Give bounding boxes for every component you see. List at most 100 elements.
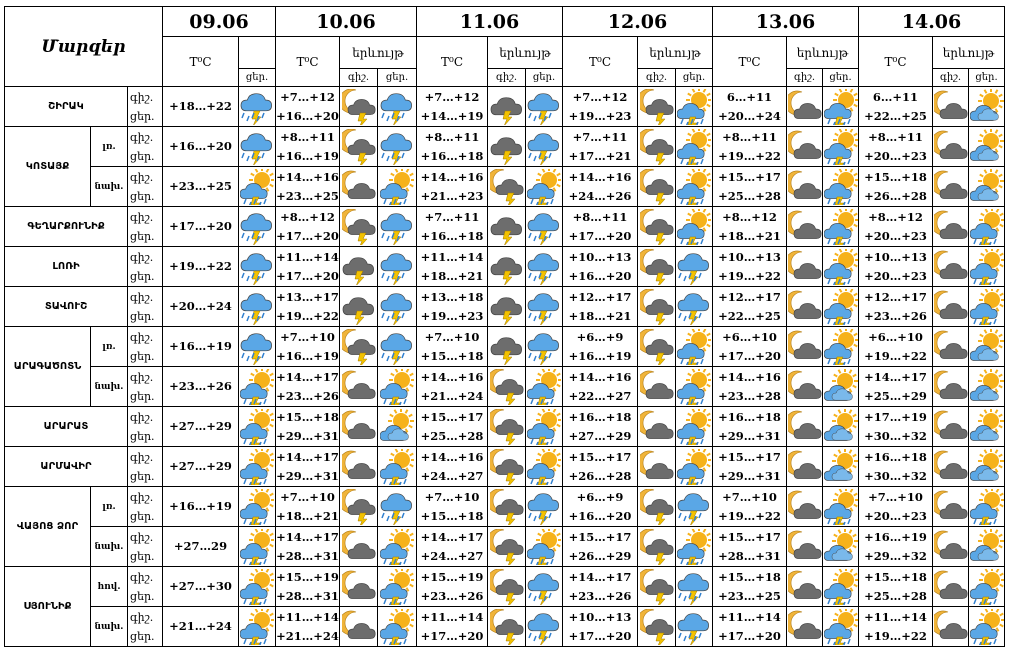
night-temp: +14…+17: [864, 369, 927, 384]
zone-label: հով.: [90, 566, 128, 607]
night-temp: +8…+11: [280, 129, 335, 144]
day-temp: +29…+32: [864, 548, 927, 563]
day-temp: +16…+20: [276, 108, 339, 123]
night-label: գիշ.: [339, 68, 378, 87]
day-temp: +27…+29: [568, 428, 632, 443]
day-weather-icon: [968, 446, 1005, 487]
temp-range: +11…+14 +17…+20: [275, 246, 340, 287]
zone-label: նախ.: [90, 606, 128, 647]
day-temp: +16…+19: [162, 486, 239, 527]
phenomenon-header-empty: [238, 36, 276, 69]
period-labels: գիշ. ցեր.: [127, 126, 163, 167]
day-temp: +27…+30: [162, 566, 239, 607]
table-row: ՇԻՐԱԿ գիշ. ցեր. +18…+22 +7…+12 +16…+20 +7…+12 +…: [4, 86, 1005, 127]
night-weather-icon: [637, 366, 676, 407]
day-temp: +20…+24: [162, 286, 239, 327]
night-weather-icon: [487, 566, 526, 607]
day-temp: +28…+31: [718, 548, 781, 563]
day-weather-icon: [525, 286, 563, 327]
day-temp: +16…+20: [568, 268, 632, 283]
night-weather-icon: [932, 326, 969, 367]
day-temp: +22…+25: [718, 308, 781, 323]
period-labels: գիշ. ցեր.: [127, 446, 163, 487]
temp-range: +11…+14 +17…+20: [712, 606, 787, 647]
night-weather-icon: [637, 446, 676, 487]
night-label: գիշ.: [130, 250, 154, 264]
night-temp: +6…+10: [722, 329, 777, 344]
day-temp: +16…+18: [420, 228, 484, 243]
zone-label: նախ.: [90, 166, 128, 207]
night-weather-icon: [339, 206, 378, 247]
region-name: ԱՐԱԳԱԾՈՏՆ: [4, 326, 91, 407]
day-temp: +23…+25: [162, 166, 239, 207]
day-temp: +16…+20: [162, 126, 239, 167]
day-weather-icon: [377, 326, 417, 367]
night-weather-icon: [637, 526, 676, 567]
region-name: ԳԵՂԱՐՔՈՒՆԻՔ: [4, 206, 128, 247]
night-temp: +10…+13: [568, 609, 632, 624]
temp-range: +15…+17 +25…+28: [712, 166, 787, 207]
region-name: ՎԱՅՈՑ ՁՈՐ: [4, 486, 91, 567]
night-label: գիշ.: [130, 610, 154, 624]
day-temp: +21…+24: [420, 388, 484, 403]
day-temp: +24…+27: [420, 468, 484, 483]
temp-range: +13…+18 +19…+23: [416, 286, 488, 327]
date-header: 11.06: [416, 6, 563, 37]
day-weather-icon: [675, 366, 713, 407]
night-temp: +16…+18: [718, 409, 781, 424]
night-weather-icon: [487, 326, 526, 367]
night-temp: +13…+17: [276, 289, 339, 304]
night-temp: +7…+10: [424, 329, 480, 344]
temp-range: +15…+18 +26…+28: [858, 166, 933, 207]
temp-range: +13…+17 +19…+22: [275, 286, 340, 327]
night-temp: +16…+18: [568, 409, 632, 424]
table-row: ԼՈՌԻ գիշ. ցեր. +19…+22 +11…+14 +17…+20 +11…+14…: [4, 246, 1005, 287]
night-temp: +7…+12: [424, 89, 480, 104]
night-temp: +16…+18: [864, 449, 927, 464]
day-weather-icon: [822, 246, 859, 287]
temp-range: 6…+11 +22…+25: [858, 86, 933, 127]
day-weather-icon: [675, 166, 713, 207]
day-label: ցեր.: [130, 309, 155, 323]
night-temp: +15…+17: [568, 449, 632, 464]
night-weather-icon: [339, 366, 378, 407]
day-temp: +19…+22: [718, 508, 781, 523]
temp-range: +6…+9 +16…+20: [562, 486, 638, 527]
day-weather-icon: [377, 86, 417, 127]
day-temp: +22…+25: [864, 108, 927, 123]
temp-range: +17…+19 +30…+32: [858, 406, 933, 447]
night-temp: +8…+11: [424, 129, 480, 144]
temp-range: +10…+13 +20…+23: [858, 246, 933, 287]
day-label: ցեր.: [130, 109, 155, 123]
day-weather-icon: [377, 406, 417, 447]
temp-range: +16…+18 +30…+32: [858, 446, 933, 487]
temp-range: +8…+11 +16…+18: [416, 126, 488, 167]
night-temp: +6…+9: [576, 329, 624, 344]
temp-range: +11…+14 +21…+24: [275, 606, 340, 647]
day-weather-icon: [525, 486, 563, 527]
table-row: ԳԵՂԱՐՔՈՒՆԻՔ գիշ. ցեր. +17…+20 +8…+12 +17…+20 +…: [4, 206, 1005, 247]
night-temp: +14…+16: [420, 369, 484, 384]
day-temp: +18…+21: [276, 508, 339, 523]
day-label: ցեր.: [675, 68, 713, 87]
temp-range: +16…+19 +29…+32: [858, 526, 933, 567]
night-weather-icon: [487, 606, 526, 647]
night-temp: +8…+11: [868, 129, 923, 144]
temp-range: +12…+17 +18…+21: [562, 286, 638, 327]
day-temp: +16…+20: [568, 508, 632, 523]
day-label: ցեր.: [130, 469, 155, 483]
night-temp: +14…+17: [276, 529, 339, 544]
period-labels: գիշ. ցեր.: [127, 286, 163, 327]
night-label: գիշ.: [130, 90, 154, 104]
night-temp: +10…+13: [718, 249, 781, 264]
day-temp: +23…+28: [718, 388, 781, 403]
temp-range: +14…+17 +24…+27: [416, 526, 488, 567]
temp-range: +14…+16 +23…+25: [275, 166, 340, 207]
temp-range: +6…+10 +19…+22: [858, 326, 933, 367]
day-temp: +28…+31: [276, 588, 339, 603]
night-weather-icon: [339, 446, 378, 487]
temp-header: T⁰C: [162, 36, 239, 87]
night-weather-icon: [487, 486, 526, 527]
weather-icon: [238, 206, 276, 247]
day-weather-icon: [675, 246, 713, 287]
